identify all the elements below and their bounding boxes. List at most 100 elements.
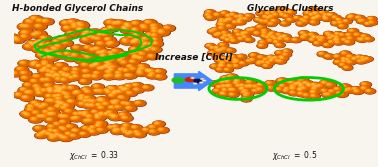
Circle shape [104, 65, 107, 67]
Circle shape [125, 84, 131, 87]
Circle shape [28, 108, 31, 110]
Circle shape [318, 85, 320, 86]
Circle shape [220, 24, 223, 25]
Circle shape [354, 33, 359, 35]
Circle shape [283, 9, 293, 14]
Circle shape [347, 14, 358, 19]
Circle shape [45, 112, 59, 118]
Circle shape [74, 21, 89, 28]
Circle shape [255, 61, 266, 66]
Circle shape [96, 89, 107, 94]
Circle shape [251, 54, 253, 55]
Circle shape [351, 87, 361, 92]
Circle shape [236, 54, 247, 59]
Circle shape [280, 56, 282, 57]
Circle shape [352, 89, 364, 94]
Circle shape [15, 93, 22, 96]
Circle shape [245, 85, 248, 86]
Circle shape [350, 57, 360, 61]
Circle shape [53, 44, 65, 49]
Circle shape [269, 10, 280, 15]
Circle shape [84, 114, 96, 120]
Circle shape [56, 87, 68, 93]
Circle shape [89, 126, 95, 128]
Circle shape [257, 44, 267, 48]
Circle shape [223, 34, 228, 36]
Circle shape [302, 33, 311, 38]
Circle shape [277, 44, 279, 45]
Circle shape [102, 88, 115, 94]
Circle shape [63, 67, 69, 70]
Circle shape [226, 17, 237, 22]
Circle shape [337, 21, 342, 23]
Circle shape [335, 88, 337, 89]
Circle shape [112, 90, 119, 93]
Circle shape [107, 71, 109, 72]
Circle shape [232, 80, 245, 87]
Circle shape [220, 11, 230, 16]
Circle shape [232, 15, 243, 20]
Circle shape [88, 99, 100, 105]
Circle shape [70, 128, 83, 134]
Circle shape [43, 131, 56, 137]
Circle shape [113, 128, 125, 133]
Circle shape [45, 54, 58, 60]
Circle shape [239, 55, 241, 56]
Circle shape [321, 89, 326, 91]
Circle shape [150, 37, 163, 43]
Circle shape [226, 48, 235, 53]
Circle shape [242, 17, 247, 19]
Circle shape [91, 46, 105, 52]
Circle shape [224, 80, 230, 82]
Text: $\chi_{ChCl}\ =\ 0.33$: $\chi_{ChCl}\ =\ 0.33$ [69, 149, 119, 162]
Circle shape [90, 130, 93, 131]
Circle shape [40, 44, 42, 45]
Circle shape [46, 124, 59, 130]
Circle shape [214, 46, 219, 48]
Circle shape [113, 129, 118, 132]
Circle shape [70, 70, 83, 77]
Circle shape [116, 75, 118, 76]
Circle shape [124, 106, 136, 111]
Circle shape [53, 68, 55, 69]
Circle shape [149, 33, 163, 39]
Circle shape [311, 12, 322, 17]
Circle shape [120, 126, 131, 132]
Circle shape [304, 16, 308, 18]
Circle shape [56, 74, 59, 76]
Circle shape [227, 58, 229, 59]
Circle shape [347, 55, 350, 56]
Circle shape [149, 55, 152, 56]
Circle shape [54, 73, 65, 79]
Circle shape [92, 84, 104, 89]
Circle shape [231, 58, 242, 63]
Circle shape [55, 63, 67, 68]
Circle shape [224, 58, 234, 63]
Circle shape [298, 88, 301, 89]
Circle shape [122, 102, 124, 103]
Circle shape [45, 132, 51, 135]
Circle shape [294, 16, 299, 18]
Circle shape [107, 64, 121, 71]
Circle shape [92, 71, 104, 76]
Circle shape [41, 109, 53, 115]
Circle shape [245, 59, 256, 64]
Circle shape [311, 83, 316, 86]
Circle shape [271, 13, 281, 17]
Circle shape [119, 127, 131, 133]
Circle shape [321, 15, 332, 20]
Circle shape [89, 64, 95, 67]
Circle shape [307, 13, 318, 18]
Circle shape [99, 32, 112, 38]
Circle shape [94, 37, 100, 40]
Circle shape [34, 48, 37, 49]
Circle shape [217, 86, 220, 87]
Circle shape [103, 69, 117, 75]
Circle shape [120, 114, 123, 115]
Circle shape [130, 68, 133, 69]
Circle shape [90, 63, 103, 69]
Circle shape [132, 40, 138, 43]
Circle shape [233, 81, 239, 84]
Circle shape [83, 119, 89, 122]
Circle shape [256, 61, 265, 66]
